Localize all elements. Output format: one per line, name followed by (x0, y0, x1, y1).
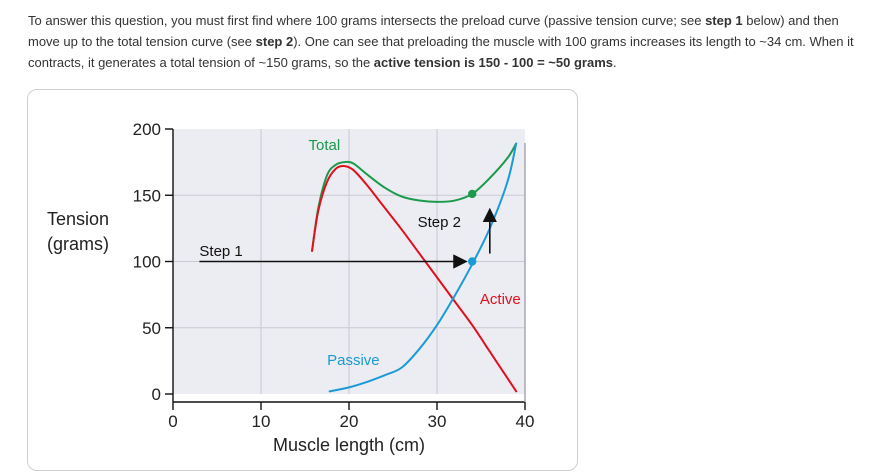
instructions-answer-bold: active tension is 150 - 100 = ~50 grams (373, 55, 613, 70)
series-group: Total Active Passive (309, 137, 521, 393)
passive-tension-curve (328, 142, 518, 393)
axes: 0 50 100 150 200 0 10 20 30 40 (133, 120, 535, 431)
figure-card: 0 50 100 150 200 0 10 20 30 40 Total Active Passive… (27, 89, 578, 471)
step-2-label: Step 2 (418, 214, 461, 231)
axis-label-group: Tension (grams) Muscle length (cm) (47, 209, 425, 455)
y-tick-label-2: 100 (133, 253, 161, 272)
x-tick-label-4: 40 (516, 412, 535, 431)
active-curve-label: Active (480, 291, 521, 308)
x-tick-label-2: 20 (340, 412, 359, 431)
y-tick-label-1: 50 (142, 319, 161, 338)
step-1-label: Step 1 (199, 243, 242, 260)
active-tension-curve (311, 165, 518, 393)
total-curve-label: Total (309, 137, 341, 154)
x-tick-label-3: 30 (428, 412, 447, 431)
instructions-seg5: ). One can see that preloading the muscl… (28, 34, 854, 70)
x-tick-label-1: 10 (252, 412, 271, 431)
y-tick-label-3: 150 (133, 186, 161, 205)
length-tension-chart: 0 50 100 150 200 0 10 20 30 40 Total Active Passive… (47, 120, 535, 455)
instructions-seg7: . (613, 55, 617, 70)
annotation-group: Step 1 Step 2 (199, 207, 497, 269)
y-axis-label-line-1: Tension (47, 209, 109, 229)
y-tick-label-4: 200 (133, 120, 161, 139)
instructions-step2-bold: step 2 (255, 34, 294, 49)
instructions-text: To answer this question, you must first … (28, 10, 858, 73)
instructions-seg3: below) and then move up to the total ten… (28, 13, 839, 49)
x-axis-label: Muscle length (cm) (273, 435, 425, 455)
x-tick-label-0: 0 (168, 412, 177, 431)
passive-curve-label: Passive (327, 352, 380, 369)
intersection-marker-1 (468, 257, 477, 266)
y-axis-label-line-2: (grams) (47, 234, 109, 254)
intersection-marker-2 (468, 189, 477, 199)
instructions-step1-bold: step 1 (705, 13, 743, 28)
instructions-seg1: To answer this question, you must first … (28, 13, 706, 28)
total-tension-curve (311, 142, 518, 252)
y-tick-label-0: 0 (152, 385, 161, 404)
